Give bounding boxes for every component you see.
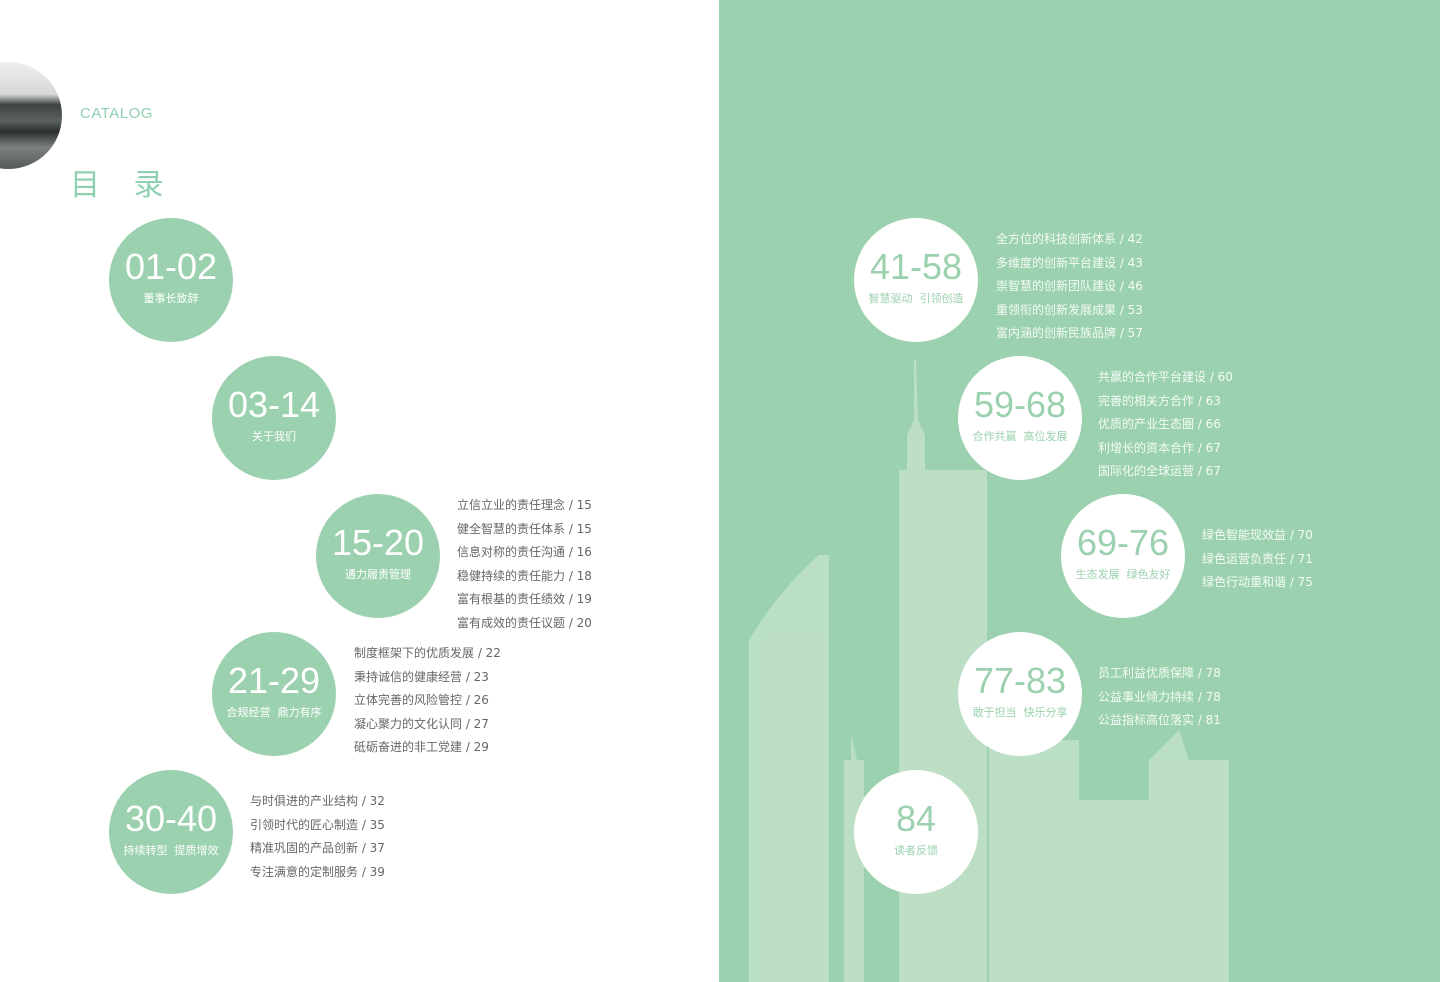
section-subtitle: 关于我们 — [252, 430, 296, 443]
section-circle-69-76[interactable]: 69-76 生态发展 绿色友好 — [1061, 494, 1185, 618]
list-item[interactable]: 公益事业倾力持续 / 78 — [1098, 689, 1221, 704]
list-item[interactable]: 立体完善的风险管控 / 26 — [354, 693, 489, 707]
section-subtitle: 董事长致辞 — [143, 292, 199, 305]
page-range: 30-40 — [124, 798, 218, 839]
section-subtitle: 敢于担当 快乐分享 — [972, 706, 1068, 719]
section-circle-41-58[interactable]: 41-58 智慧驱动 引领创造 — [854, 218, 978, 342]
list-item[interactable]: 富有根基的责任绩效 / 19 — [457, 592, 592, 606]
section-subtitle: 智慧驱动 引领创造 — [868, 292, 964, 305]
list-item[interactable]: 秉持诚信的健康经营 / 23 — [354, 669, 489, 684]
list-item[interactable]: 信息对称的责任沟通 / 16 — [457, 545, 592, 559]
page-range: 77-83 — [973, 660, 1067, 701]
section-circle-77-83[interactable]: 77-83 敢于担当 快乐分享 — [958, 632, 1082, 756]
section-circle-59-68[interactable]: 59-68 合作共赢 高位发展 — [958, 356, 1082, 480]
page-range: 84 — [895, 798, 937, 839]
section-items: 绿色智能现效益 / 70 绿色运营负责任 / 71 绿色行动重和谐 / 75 — [1202, 524, 1313, 595]
list-item[interactable]: 精准巩固的产品创新 / 37 — [250, 841, 385, 855]
section-circle-03-14[interactable]: 03-14 关于我们 — [212, 356, 336, 480]
list-item[interactable]: 立信立业的责任理念 / 15 — [457, 498, 592, 512]
section-subtitle: 合规经营 鼎力有序 — [226, 706, 322, 719]
page-title: 目 录 — [70, 168, 176, 203]
list-item[interactable]: 公益指标高位落实 / 81 — [1098, 713, 1221, 727]
page-range: 15-20 — [331, 522, 425, 563]
section-subtitle: 生态发展 绿色友好 — [1075, 568, 1171, 581]
list-item[interactable]: 与时俱进的产业结构 / 32 — [250, 794, 385, 808]
section-circle-84[interactable]: 84 读者反馈 — [854, 770, 978, 894]
page-range: 21-29 — [227, 660, 321, 701]
list-item[interactable]: 国际化的全球运营 / 67 — [1098, 464, 1221, 478]
list-item[interactable]: 富内涵的创新民族品牌 / 57 — [996, 326, 1143, 340]
section-circle-30-40[interactable]: 30-40 持续转型 提质增效 — [109, 770, 233, 894]
section-subtitle: 通力履责管理 — [345, 568, 411, 581]
list-item[interactable]: 利增长的资本合作 / 67 — [1098, 440, 1221, 455]
page-range: 01-02 — [124, 246, 218, 287]
list-item[interactable]: 绿色智能现效益 / 70 — [1202, 528, 1313, 542]
catalog-label: CATALOG — [80, 105, 153, 122]
page-range: 03-14 — [227, 384, 321, 425]
section-subtitle: 合作共赢 高位发展 — [972, 430, 1068, 443]
list-item[interactable]: 优质的产业生态圈 / 66 — [1098, 417, 1221, 431]
list-item[interactable]: 凝心聚力的文化认同 / 27 — [354, 716, 489, 731]
list-item[interactable]: 稳健持续的责任能力 / 18 — [457, 568, 592, 583]
page-range: 41-58 — [869, 246, 963, 287]
list-item[interactable]: 绿色运营负责任 / 71 — [1202, 551, 1313, 566]
section-items: 与时俱进的产业结构 / 32 引领时代的匠心制造 / 35 精准巩固的产品创新 / … — [250, 790, 385, 884]
section-items: 共赢的合作平台建设 / 60 完善的相关方合作 / 63 优质的产业生态圈 / 66… — [1098, 366, 1233, 484]
section-items: 制度框架下的优质发展 / 22 秉持诚信的健康经营 / 23 立体完善的风险管控 /… — [354, 642, 501, 760]
list-item[interactable]: 富有成效的责任议题 / 20 — [457, 615, 592, 630]
list-item[interactable]: 全方位的科技创新体系 / 42 — [996, 232, 1143, 246]
list-item[interactable]: 砥砺奋进的非工党建 / 29 — [354, 740, 489, 754]
list-item[interactable]: 共赢的合作平台建设 / 60 — [1098, 370, 1233, 384]
page-range: 59-68 — [973, 384, 1067, 425]
right-page — [719, 0, 1440, 982]
landscape-photo — [0, 62, 62, 169]
section-subtitle: 读者反馈 — [894, 844, 938, 857]
section-items: 立信立业的责任理念 / 15 健全智慧的责任体系 / 15 信息对称的责任沟通 / … — [457, 494, 592, 635]
list-item[interactable]: 制度框架下的优质发展 / 22 — [354, 646, 501, 660]
list-item[interactable]: 绿色行动重和谐 / 75 — [1202, 575, 1313, 589]
page-range: 69-76 — [1076, 522, 1170, 563]
section-subtitle: 持续转型 提质增效 — [123, 844, 219, 857]
list-item[interactable]: 重领衔的创新发展成果 / 53 — [996, 302, 1143, 317]
list-item[interactable]: 员工利益优质保障 / 78 — [1098, 666, 1221, 680]
city-skyline-illustration — [749, 360, 1229, 982]
list-item[interactable]: 崇智慧的创新团队建设 / 46 — [996, 279, 1143, 293]
list-item[interactable]: 多维度的创新平台建设 / 43 — [996, 255, 1143, 270]
list-item[interactable]: 完善的相关方合作 / 63 — [1098, 393, 1221, 408]
section-circle-21-29[interactable]: 21-29 合规经营 鼎力有序 — [212, 632, 336, 756]
list-item[interactable]: 引领时代的匠心制造 / 35 — [250, 817, 385, 832]
section-circle-01-02[interactable]: 01-02 董事长致辞 — [109, 218, 233, 342]
section-circle-15-20[interactable]: 15-20 通力履责管理 — [316, 494, 440, 618]
list-item[interactable]: 健全智慧的责任体系 / 15 — [457, 521, 592, 536]
section-items: 全方位的科技创新体系 / 42 多维度的创新平台建设 / 43 崇智慧的创新团队建设… — [996, 228, 1143, 346]
list-item[interactable]: 专注满意的定制服务 / 39 — [250, 864, 385, 879]
section-items: 员工利益优质保障 / 78 公益事业倾力持续 / 78 公益指标高位落实 / 81 — [1098, 662, 1221, 733]
